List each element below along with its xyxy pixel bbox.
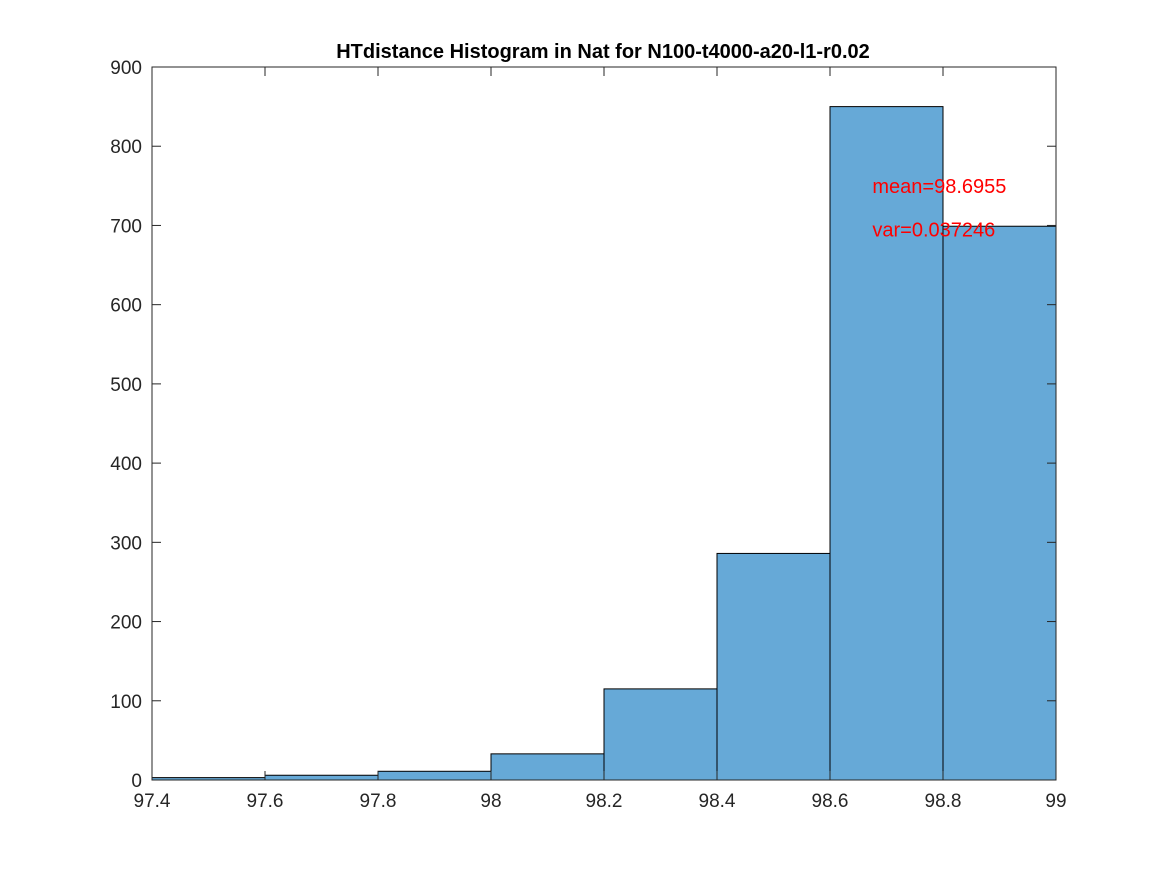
y-tick-label: 500 (110, 375, 142, 396)
x-tick-label: 99 (1045, 791, 1066, 812)
histogram-bar (603, 688, 718, 781)
y-tick-label: 600 (110, 296, 142, 317)
x-tick-label: 98 (480, 791, 501, 812)
x-tick-label: 97.6 (247, 791, 284, 812)
x-tick-label: 98.4 (699, 791, 736, 812)
bars-group (151, 106, 1057, 781)
y-tick-label: 100 (110, 692, 142, 713)
annotations-group: mean=98.6955 var=0.037246 (872, 176, 1006, 242)
chart-annotation: var=0.037246 (872, 220, 995, 242)
histogram-bar (829, 106, 944, 781)
x-tick-label: 97.8 (360, 791, 397, 812)
x-tick-label: 98.6 (812, 791, 849, 812)
axes-box (151, 66, 1057, 781)
histogram-bar (264, 774, 379, 781)
y-tick-label: 200 (110, 613, 142, 634)
x-tick-label: 98.8 (925, 791, 962, 812)
x-tick-label: 97.4 (134, 791, 171, 812)
chart-title: HTdistance Histogram in Nat for N100-t40… (336, 41, 870, 63)
histogram-bar (377, 770, 492, 781)
histogram-bar (716, 552, 831, 781)
chart-annotation: mean=98.6955 (872, 176, 1006, 198)
y-tick-label: 400 (110, 454, 142, 475)
y-tick-label: 0 (131, 771, 142, 792)
tick-labels-group: 97.4 97.6 97.8 98 98.2 98.4 98.6 98.8 99 0 100 200 3… (110, 58, 1066, 812)
histogram-bar (490, 753, 605, 781)
y-tick-label: 700 (110, 216, 142, 237)
y-tick-label: 900 (110, 58, 142, 79)
y-tick-label: 300 (110, 533, 142, 554)
y-tick-label: 800 (110, 137, 142, 158)
histogram-bar (942, 225, 1057, 781)
x-tick-label: 98.2 (586, 791, 623, 812)
